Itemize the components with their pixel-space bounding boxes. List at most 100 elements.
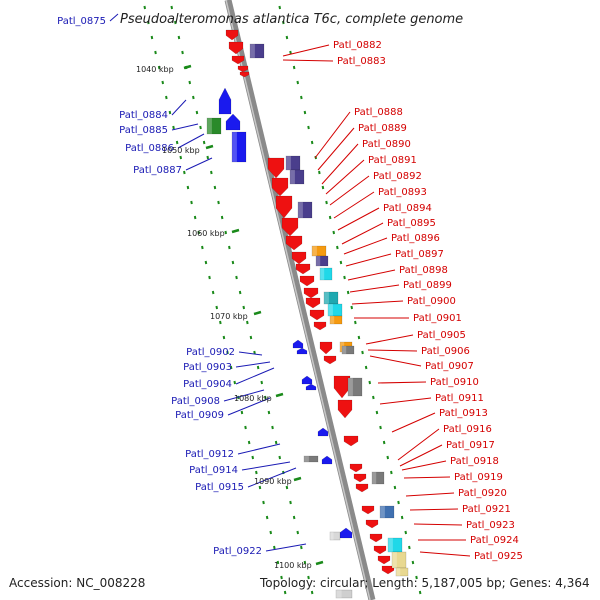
gene-label-patl-0885[interactable]: Patl_0885 (119, 125, 168, 136)
gene-label-patl-0889[interactable]: Patl_0889 (358, 123, 407, 134)
reverse-gene (323, 291, 339, 305)
leader-line (235, 367, 275, 385)
leader-line (325, 159, 365, 195)
scale-tick (231, 228, 240, 234)
reverse-gene (281, 217, 299, 237)
gene-label-patl-0916[interactable]: Patl_0916 (443, 424, 492, 435)
tick-mark (229, 365, 233, 370)
reverse-gene (327, 303, 343, 317)
tick-mark (393, 485, 397, 490)
tick-mark (307, 125, 310, 130)
gene-label-patl-0901[interactable]: Patl_0901 (413, 313, 462, 324)
gene-label-patl-0919[interactable]: Patl_0919 (454, 472, 503, 483)
gene-label-patl-0925[interactable]: Patl_0925 (474, 551, 523, 562)
tick-mark (154, 50, 157, 55)
scale-tick (315, 560, 324, 566)
gene-label-patl-0911[interactable]: Patl_0911 (435, 393, 484, 404)
tick-mark (157, 65, 161, 70)
scale-label: 1060 kbp (187, 229, 225, 238)
gene-label-patl-0894[interactable]: Patl_0894 (383, 203, 432, 214)
tick-mark (372, 395, 375, 400)
gene-label-patl-0900[interactable]: Patl_0900 (407, 296, 456, 307)
leader-line (171, 99, 187, 116)
gene-label-patl-0890[interactable]: Patl_0890 (362, 139, 411, 150)
reverse-gene (323, 355, 337, 365)
gene-label-patl-0887[interactable]: Patl_0887 (133, 165, 182, 176)
tick-mark (278, 455, 282, 460)
gene-label-patl-0907[interactable]: Patl_0907 (425, 361, 474, 372)
gene-label-patl-0908[interactable]: Patl_0908 (171, 396, 220, 407)
gene-label-patl-0912[interactable]: Patl_0912 (185, 449, 234, 460)
gene-label-patl-0883[interactable]: Patl_0883 (337, 56, 386, 67)
tick-mark (224, 230, 228, 235)
accession-text: Accession: NC_008228 (9, 576, 146, 590)
gene-label-patl-0892[interactable]: Patl_0892 (373, 171, 422, 182)
gene-label-patl-0891[interactable]: Patl_0891 (368, 155, 417, 166)
gene-label-patl-0904[interactable]: Patl_0904 (183, 379, 232, 390)
gene-label-patl-0888[interactable]: Patl_0888 (354, 107, 403, 118)
forward-gene (231, 131, 247, 163)
tick-mark (240, 410, 244, 415)
gene-label-patl-0921[interactable]: Patl_0921 (462, 504, 511, 515)
tick-mark (364, 365, 368, 370)
tick-mark (193, 215, 197, 220)
leader-line (397, 428, 440, 461)
gene-label-patl-0922[interactable]: Patl_0922 (213, 546, 262, 557)
gene-label-patl-0902[interactable]: Patl_0902 (186, 347, 235, 358)
gene-label-patl-0893[interactable]: Patl_0893 (378, 187, 427, 198)
tick-mark (292, 515, 296, 520)
gene-label-patl-0909[interactable]: Patl_0909 (175, 410, 224, 421)
tick-mark (233, 380, 237, 385)
tick-mark (404, 530, 408, 535)
gene-label-patl-0923[interactable]: Patl_0923 (466, 520, 515, 531)
gene-label-patl-0906[interactable]: Patl_0906 (421, 346, 470, 357)
gene-label-patl-0920[interactable]: Patl_0920 (458, 488, 507, 499)
leader-line (341, 222, 384, 245)
gene-label-patl-0915[interactable]: Patl_0915 (195, 482, 244, 493)
leader-line (237, 443, 281, 455)
reverse-gene (329, 315, 343, 325)
reverse-gene (369, 533, 383, 543)
gene-labels: Patl_0875 Patl_0884 Patl_0885 Patl_0886 Patl… (57, 16, 523, 562)
reverse-gene (309, 309, 325, 321)
gene-label-patl-0882[interactable]: Patl_0882 (333, 40, 382, 51)
map-title: Pseudoalteromonas atlantica T6c, complet… (120, 12, 463, 27)
gene-label-patl-0910[interactable]: Patl_0910 (430, 377, 479, 388)
gene-label-patl-0913[interactable]: Patl_0913 (439, 408, 488, 419)
reverse-gene (347, 377, 363, 397)
gene-label-patl-0884[interactable]: Patl_0884 (119, 110, 168, 121)
gene-label-patl-0896[interactable]: Patl_0896 (391, 233, 440, 244)
tick-mark (165, 95, 168, 100)
reverse-gene (285, 235, 303, 251)
gene-label-patl-0897[interactable]: Patl_0897 (395, 249, 444, 260)
reverse-gene (361, 505, 375, 515)
tick-mark (303, 110, 307, 115)
gene-label-patl-0914[interactable]: Patl_0914 (189, 465, 238, 476)
leader-line (282, 59, 334, 62)
gene-label-patl-0875[interactable]: Patl_0875 (57, 16, 106, 27)
tick-mark (186, 185, 190, 190)
gene-label-patl-0924[interactable]: Patl_0924 (470, 535, 519, 546)
tick-mark (242, 305, 246, 310)
leader-line (171, 123, 199, 131)
leader-line (321, 143, 359, 185)
gene-label-patl-0895[interactable]: Patl_0895 (387, 218, 436, 229)
gene-label-patl-0886[interactable]: Patl_0886 (125, 143, 174, 154)
tick-mark (219, 320, 222, 325)
scale-tick (293, 476, 302, 482)
gene-label-patl-0917[interactable]: Patl_0917 (446, 440, 495, 451)
tick-mark (175, 140, 179, 145)
gene-label-patl-0918[interactable]: Patl_0918 (450, 456, 499, 467)
tick-mark (296, 530, 300, 535)
tick-mark (292, 65, 296, 70)
tick-mark (143, 5, 147, 10)
tick-mark (256, 365, 260, 370)
reverse-gene (341, 345, 355, 355)
gene-label-patl-0905[interactable]: Patl_0905 (417, 330, 466, 341)
gene-label-patl-0903[interactable]: Patl_0903 (183, 362, 232, 373)
gene-label-patl-0898[interactable]: Patl_0898 (399, 265, 448, 276)
leader-line (333, 191, 375, 219)
gene-label-patl-0899[interactable]: Patl_0899 (403, 280, 452, 291)
reverse-gene (395, 567, 409, 577)
